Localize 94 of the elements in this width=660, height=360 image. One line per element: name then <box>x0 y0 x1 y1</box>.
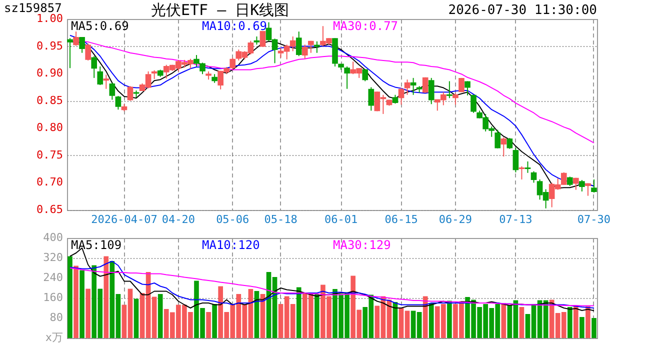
x-tick-label: 06-29 <box>438 213 472 226</box>
candlestick <box>73 31 79 46</box>
candlestick <box>368 86 374 112</box>
bar <box>80 270 84 338</box>
x-tick-label: 07-13 <box>499 213 532 226</box>
candlestick <box>494 129 501 149</box>
x-tick-label: 04-20 <box>162 213 195 226</box>
candlestick <box>85 43 91 61</box>
y-tick-label: 80 <box>50 311 63 324</box>
y-tick-label: 1.00 <box>36 12 63 25</box>
bar <box>68 256 72 338</box>
candlestick <box>230 57 236 70</box>
candlestick <box>79 36 85 54</box>
bar <box>592 318 596 338</box>
y-tick-label: 240 <box>43 271 63 284</box>
series-label: MA10:0.69 <box>202 19 268 33</box>
candlestick <box>410 77 416 96</box>
candlestick <box>512 147 519 173</box>
candlestick <box>464 80 470 96</box>
text: 2026-07-30 11:30:00 <box>448 3 597 18</box>
bar <box>519 307 524 338</box>
bar <box>428 303 434 338</box>
bar <box>501 303 506 338</box>
candlestick <box>97 66 104 86</box>
bar <box>580 317 584 338</box>
text: MA30:129 <box>333 238 391 252</box>
bar <box>422 296 428 338</box>
x-tick-label: 07-30 <box>577 213 611 226</box>
bar <box>296 287 302 338</box>
x-tick-label: 2026-04-07 <box>91 213 158 226</box>
candlestick <box>103 74 110 90</box>
series-label: MA5:109 <box>71 238 122 252</box>
candlestick <box>446 80 452 99</box>
line-series <box>70 268 594 306</box>
y-tick-label: 0.80 <box>36 121 63 134</box>
bar <box>74 266 78 338</box>
y-tick-label: 0.75 <box>36 148 63 162</box>
candlestick <box>566 176 573 186</box>
candlestick <box>452 92 458 106</box>
candlestick <box>573 177 579 190</box>
bar <box>314 294 320 338</box>
chart-subtitle: sz159857 <box>4 1 62 15</box>
bar <box>104 256 109 338</box>
candlestick <box>296 31 302 57</box>
bar <box>586 306 590 338</box>
candlestick <box>127 86 134 102</box>
y-tick-label: 0.95 <box>36 39 63 52</box>
bar <box>574 306 578 338</box>
candlestick <box>67 38 73 69</box>
x-tick-label: 06-01 <box>324 213 358 226</box>
x-tick-label: 05-18 <box>264 213 298 226</box>
line-series <box>70 248 594 312</box>
bar <box>86 288 90 338</box>
bar <box>212 304 217 338</box>
y-tick-label: x万 <box>45 331 63 344</box>
y-tick-label: 0.65 <box>36 203 63 216</box>
candlestick <box>344 66 350 90</box>
y-tick-label: 400 <box>43 231 63 244</box>
candlestick <box>530 170 537 184</box>
x-tick-label: 05-06 <box>216 213 250 226</box>
bar <box>447 300 452 338</box>
candlestick <box>115 95 122 110</box>
series-label: MA5:0.69 <box>71 19 129 33</box>
candlestick <box>500 136 507 158</box>
text: MA10:120 <box>202 238 260 252</box>
x-tick-label: 06-15 <box>384 213 418 226</box>
chart-title: 光伏ETF — 日K线图 <box>151 1 290 19</box>
candlestick <box>308 40 314 54</box>
y-tick-label: 320 <box>43 251 63 264</box>
candlestick <box>302 44 308 60</box>
candlestick <box>314 40 320 54</box>
y-tick-label: 0.85 <box>36 94 63 107</box>
candlestick <box>585 182 591 196</box>
candlestick <box>260 30 266 48</box>
bar <box>206 312 211 338</box>
candlestick <box>470 94 476 114</box>
candlestick <box>91 56 98 78</box>
candlestick <box>518 166 525 180</box>
candlestick <box>404 79 410 96</box>
y-tick-label: 160 <box>43 291 63 304</box>
bar <box>158 294 163 338</box>
candlestick <box>428 77 434 105</box>
candlestick <box>524 160 531 174</box>
candlestick <box>398 87 404 106</box>
bar <box>567 307 572 338</box>
y-tick-label: 0.90 <box>36 66 63 80</box>
bar <box>134 298 139 338</box>
candlestick <box>362 68 368 82</box>
y-tick-label: 0.70 <box>36 176 63 189</box>
series-label: MA30:0.77 <box>333 19 398 33</box>
candlestick <box>591 178 597 194</box>
candlestick <box>506 137 513 150</box>
candlestick <box>109 82 116 100</box>
candlestick <box>579 179 585 192</box>
